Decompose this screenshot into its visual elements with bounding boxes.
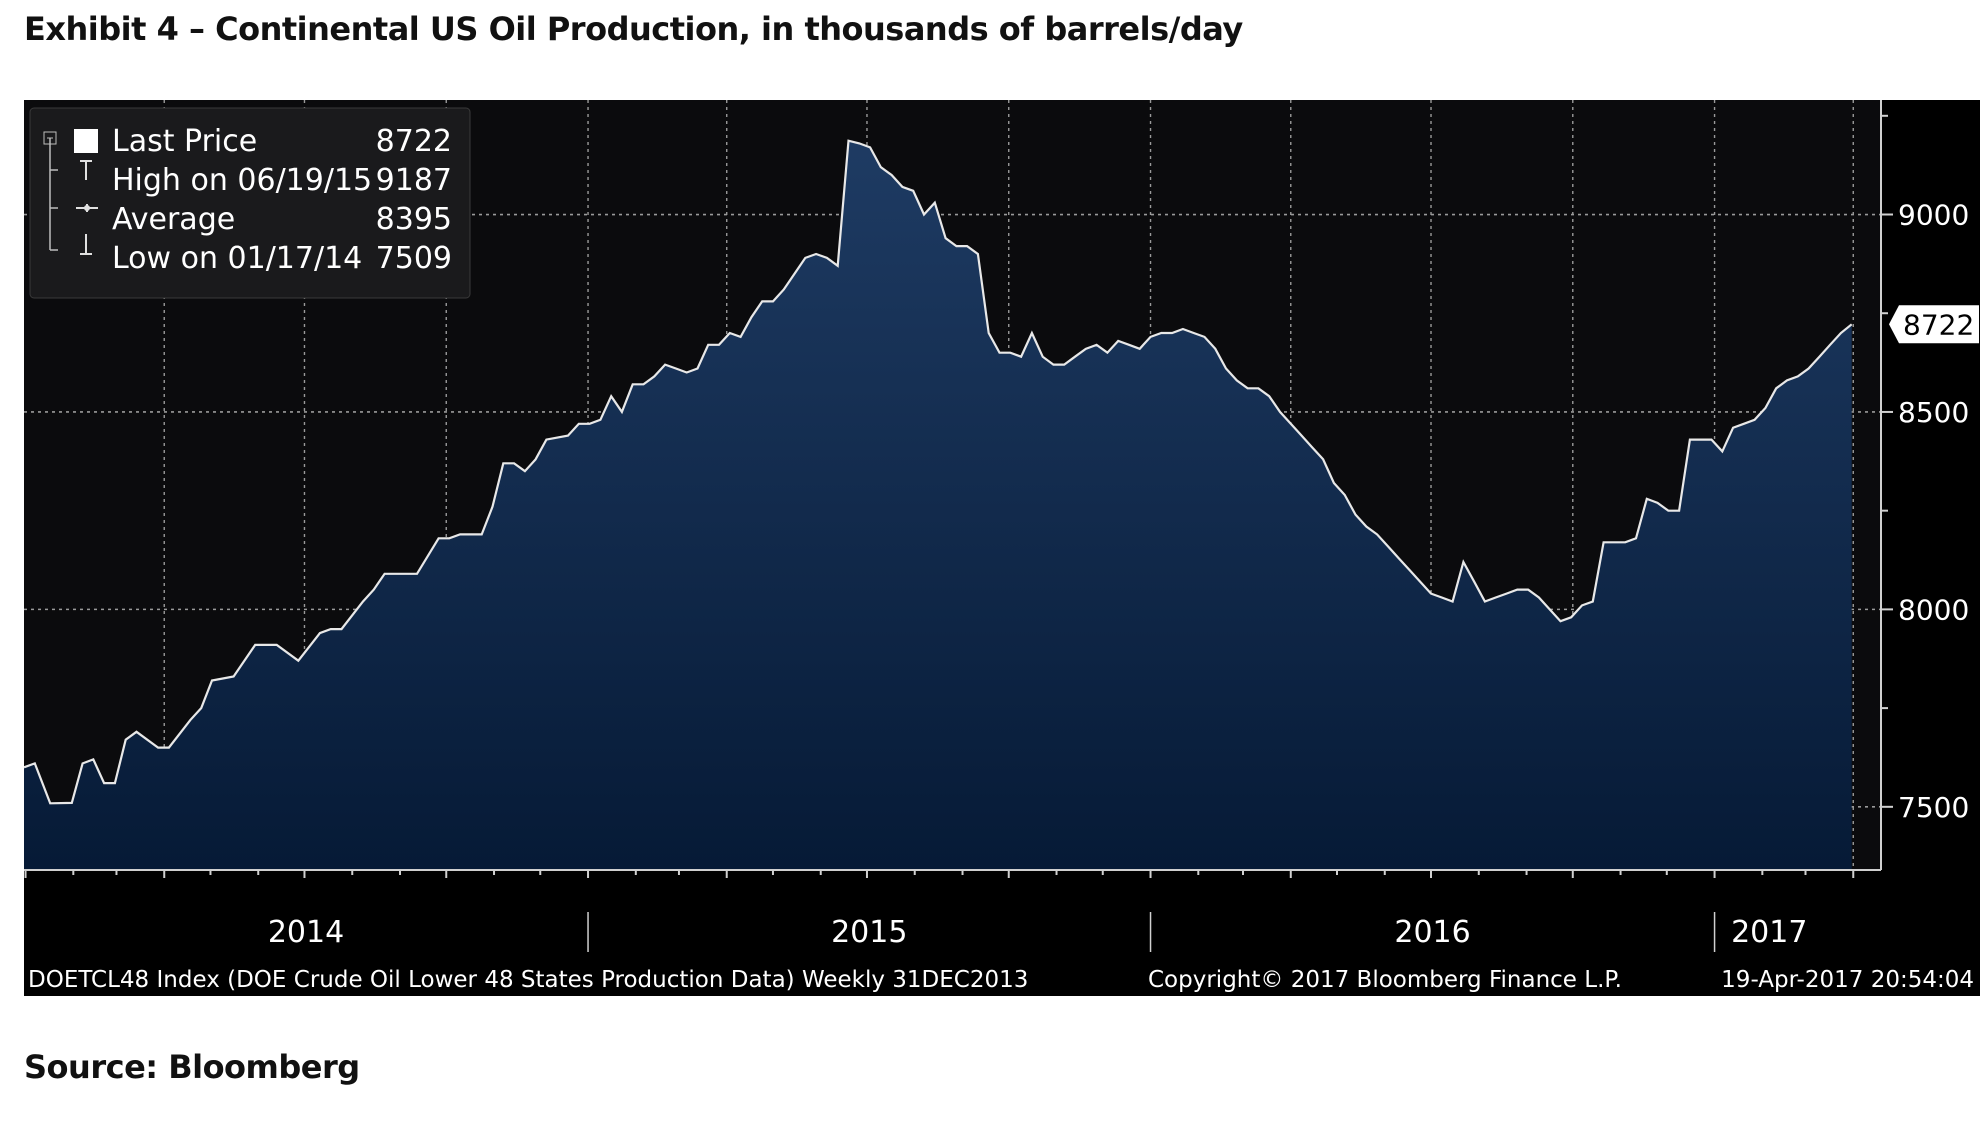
x-tick-label-2014: 2014 [268,915,344,950]
y-tick-label-8000: 8000 [1898,593,1969,626]
high-marker-icon [80,160,92,180]
source-note: Source: Bloomberg [24,1048,360,1086]
legend-value-average: 8395 [376,202,452,237]
last-price-label: 8722 [1903,308,1974,341]
legend-box [29,107,471,299]
footer-timestamp: 19-Apr-2017 20:54:04 [1721,967,1974,993]
x-tick-label-2015: 2015 [831,915,907,950]
legend-value-high: 9187 [376,163,452,198]
average-dot-icon [84,205,90,211]
legend-label-average: Average [112,202,235,237]
low-marker-icon [80,234,92,255]
y-tick-label-8500: 8500 [1898,396,1969,429]
footer-index-description: DOETCL48 Index (DOE Crude Oil Lower 48 S… [28,967,1028,993]
legend-tree-lines [49,138,58,251]
x-tick-label-2016: 2016 [1394,915,1470,950]
legend-value-last-price: 8722 [376,124,452,159]
legend-value-low: 7509 [376,241,452,276]
axes [24,100,1882,952]
legend-label-high: High on 06/19/15 [112,163,372,198]
y-tick-label-7500: 7500 [1898,791,1969,824]
exhibit-title: Exhibit 4 – Continental US Oil Productio… [24,10,1243,48]
y-tick-label-9000: 9000 [1898,199,1969,232]
production-area [24,140,1852,870]
chart-svg: 9000 8500 8000 7500 2014 2015 2016 2017 8722 L… [23,100,1980,996]
legend: Last Price High on 06/19/15 Average Low … [29,107,471,299]
x-tick-label-2017: 2017 [1731,915,1807,950]
legend-label-low: Low on 01/17/14 [112,241,362,276]
legend-collapse-icon [43,131,57,145]
production-line [23,139,1853,805]
x-tick-labels: 2014 2015 2016 2017 [268,915,1808,950]
chart: 9000 8500 8000 7500 2014 2015 2016 2017 8722 L… [23,100,1980,996]
y-tick-labels: 9000 8500 8000 7500 [1881,114,1969,824]
footer-copyright: Copyright© 2017 Bloomberg Finance L.P. [1148,967,1622,993]
last-price-swatch-icon [74,129,98,153]
last-price-tag: 8722 [1889,305,1979,344]
legend-label-last-price: Last Price [112,124,257,159]
last-price-tag-shape [1889,305,1979,344]
